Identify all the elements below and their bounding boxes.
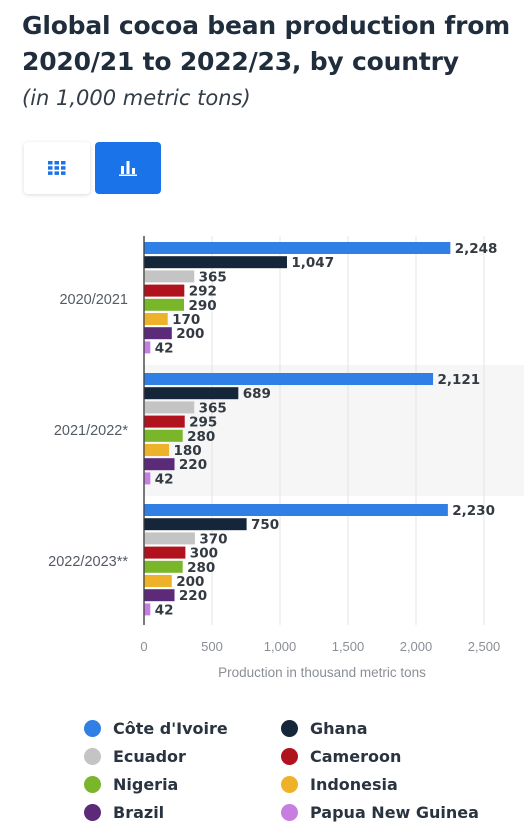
bar-chart: 0 500 1,000 1,500 2,000 2,500 Production in th… — [0, 220, 529, 690]
legend-label: Ecuador — [113, 747, 186, 766]
x-tick-label: 2,500 — [468, 639, 501, 654]
data-label: 42 — [155, 602, 174, 618]
bar — [145, 313, 168, 325]
bar-chart-icon — [119, 160, 137, 176]
bar — [145, 327, 172, 339]
data-label: 220 — [179, 588, 207, 604]
category-label: 2021/2022* — [54, 423, 129, 439]
legend-item[interactable]: Ecuador — [84, 742, 186, 770]
data-label: 2,230 — [452, 503, 495, 519]
bar — [145, 401, 195, 413]
bar — [145, 270, 195, 282]
x-tick-label: 500 — [201, 639, 223, 654]
legend-label: Ghana — [310, 719, 368, 738]
category-label: 2022/2023** — [48, 554, 128, 570]
bar — [145, 518, 247, 530]
bar — [145, 416, 185, 428]
legend-label: Nigeria — [113, 775, 178, 794]
legend-swatch — [281, 804, 298, 821]
legend-item[interactable]: Côte d'Ivoire — [84, 714, 228, 742]
data-label: 42 — [155, 471, 174, 487]
legend-label: Indonesia — [310, 775, 398, 794]
bar — [145, 547, 186, 559]
x-tick-label: 2,000 — [400, 639, 433, 654]
x-tick-label: 0 — [140, 639, 147, 654]
legend-item[interactable]: Papua New Guinea — [281, 798, 479, 826]
bar — [145, 373, 433, 385]
legend-item[interactable]: Brazil — [84, 798, 164, 826]
data-label: 220 — [179, 457, 207, 473]
x-tick-label: 1,000 — [264, 639, 297, 654]
legend-swatch — [84, 804, 101, 821]
table-view-button[interactable] — [24, 142, 90, 194]
chart-subtitle: (in 1,000 metric tons) — [22, 86, 251, 110]
bar — [145, 575, 172, 587]
legend-swatch — [281, 776, 298, 793]
legend-item[interactable]: Cameroon — [281, 742, 401, 770]
x-tick-label: 1,500 — [332, 639, 365, 654]
chart-view-button[interactable] — [95, 142, 161, 194]
category-label: 2020/2021 — [59, 292, 128, 308]
data-label: 2,248 — [455, 241, 498, 257]
data-label: 2,121 — [437, 372, 480, 388]
bar — [145, 603, 151, 615]
bar — [145, 472, 151, 484]
legend-label: Cameroon — [310, 747, 401, 766]
grid-icon — [48, 161, 66, 175]
bar — [145, 532, 195, 544]
legend-swatch — [281, 720, 298, 737]
legend-swatch — [84, 776, 101, 793]
x-axis-title: Production in thousand metric tons — [218, 665, 426, 680]
bar — [145, 341, 151, 353]
legend-item[interactable]: Ghana — [281, 714, 368, 742]
bar — [145, 589, 175, 601]
legend-item[interactable]: Indonesia — [281, 770, 398, 798]
bar — [145, 561, 183, 573]
legend-label: Papua New Guinea — [310, 803, 479, 822]
bar — [145, 242, 451, 254]
bar — [145, 504, 448, 516]
legend-item[interactable]: Nigeria — [84, 770, 178, 798]
bar — [145, 285, 185, 297]
data-label: 1,047 — [291, 255, 334, 271]
chart-title: Global cocoa bean production from 2020/2… — [22, 8, 512, 80]
bar — [145, 299, 184, 311]
legend-swatch — [281, 748, 298, 765]
data-label: 750 — [251, 517, 279, 533]
bar — [145, 256, 287, 268]
legend-swatch — [84, 720, 101, 737]
data-label: 42 — [155, 340, 174, 356]
bar — [145, 387, 239, 399]
data-label: 200 — [176, 326, 204, 342]
bar — [145, 458, 175, 470]
legend-swatch — [84, 748, 101, 765]
data-label: 689 — [243, 386, 271, 402]
bar — [145, 430, 183, 442]
legend-label: Côte d'Ivoire — [113, 719, 228, 738]
bar — [145, 444, 169, 456]
legend-label: Brazil — [113, 803, 164, 822]
